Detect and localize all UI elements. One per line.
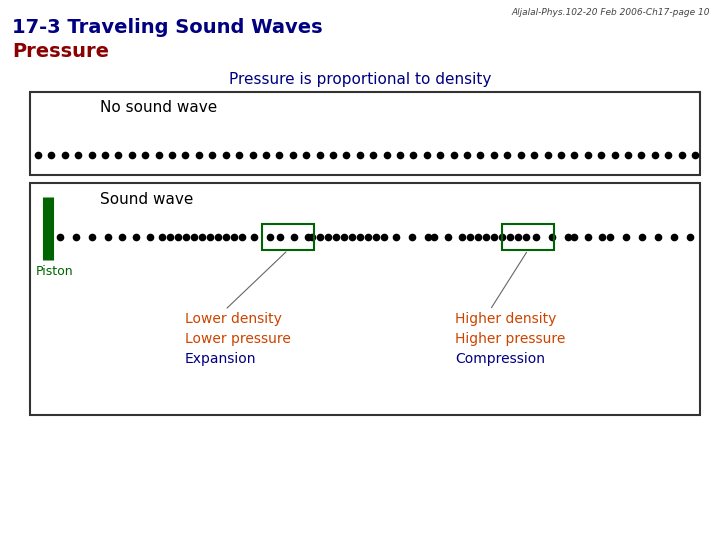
Text: Sound wave: Sound wave bbox=[100, 192, 194, 207]
Bar bbox=[30, 92, 700, 175]
Text: Higher pressure: Higher pressure bbox=[455, 332, 565, 346]
Text: Expansion: Expansion bbox=[185, 352, 256, 366]
Text: Lower density: Lower density bbox=[185, 312, 282, 326]
Text: Lower pressure: Lower pressure bbox=[185, 332, 291, 346]
Text: Higher density: Higher density bbox=[455, 312, 557, 326]
Text: Compression: Compression bbox=[455, 352, 545, 366]
Text: Piston: Piston bbox=[36, 265, 73, 278]
Bar bbox=[30, 183, 700, 415]
Text: No sound wave: No sound wave bbox=[100, 100, 217, 115]
Text: 17-3 Traveling Sound Waves: 17-3 Traveling Sound Waves bbox=[12, 18, 323, 37]
Text: Aljalal-Phys.102-20 Feb 2006-Ch17-page 10: Aljalal-Phys.102-20 Feb 2006-Ch17-page 1… bbox=[511, 8, 710, 17]
Bar bbox=[502, 224, 554, 250]
Text: Pressure is proportional to density: Pressure is proportional to density bbox=[229, 72, 491, 87]
Text: Pressure: Pressure bbox=[12, 42, 109, 61]
Bar bbox=[262, 224, 314, 250]
